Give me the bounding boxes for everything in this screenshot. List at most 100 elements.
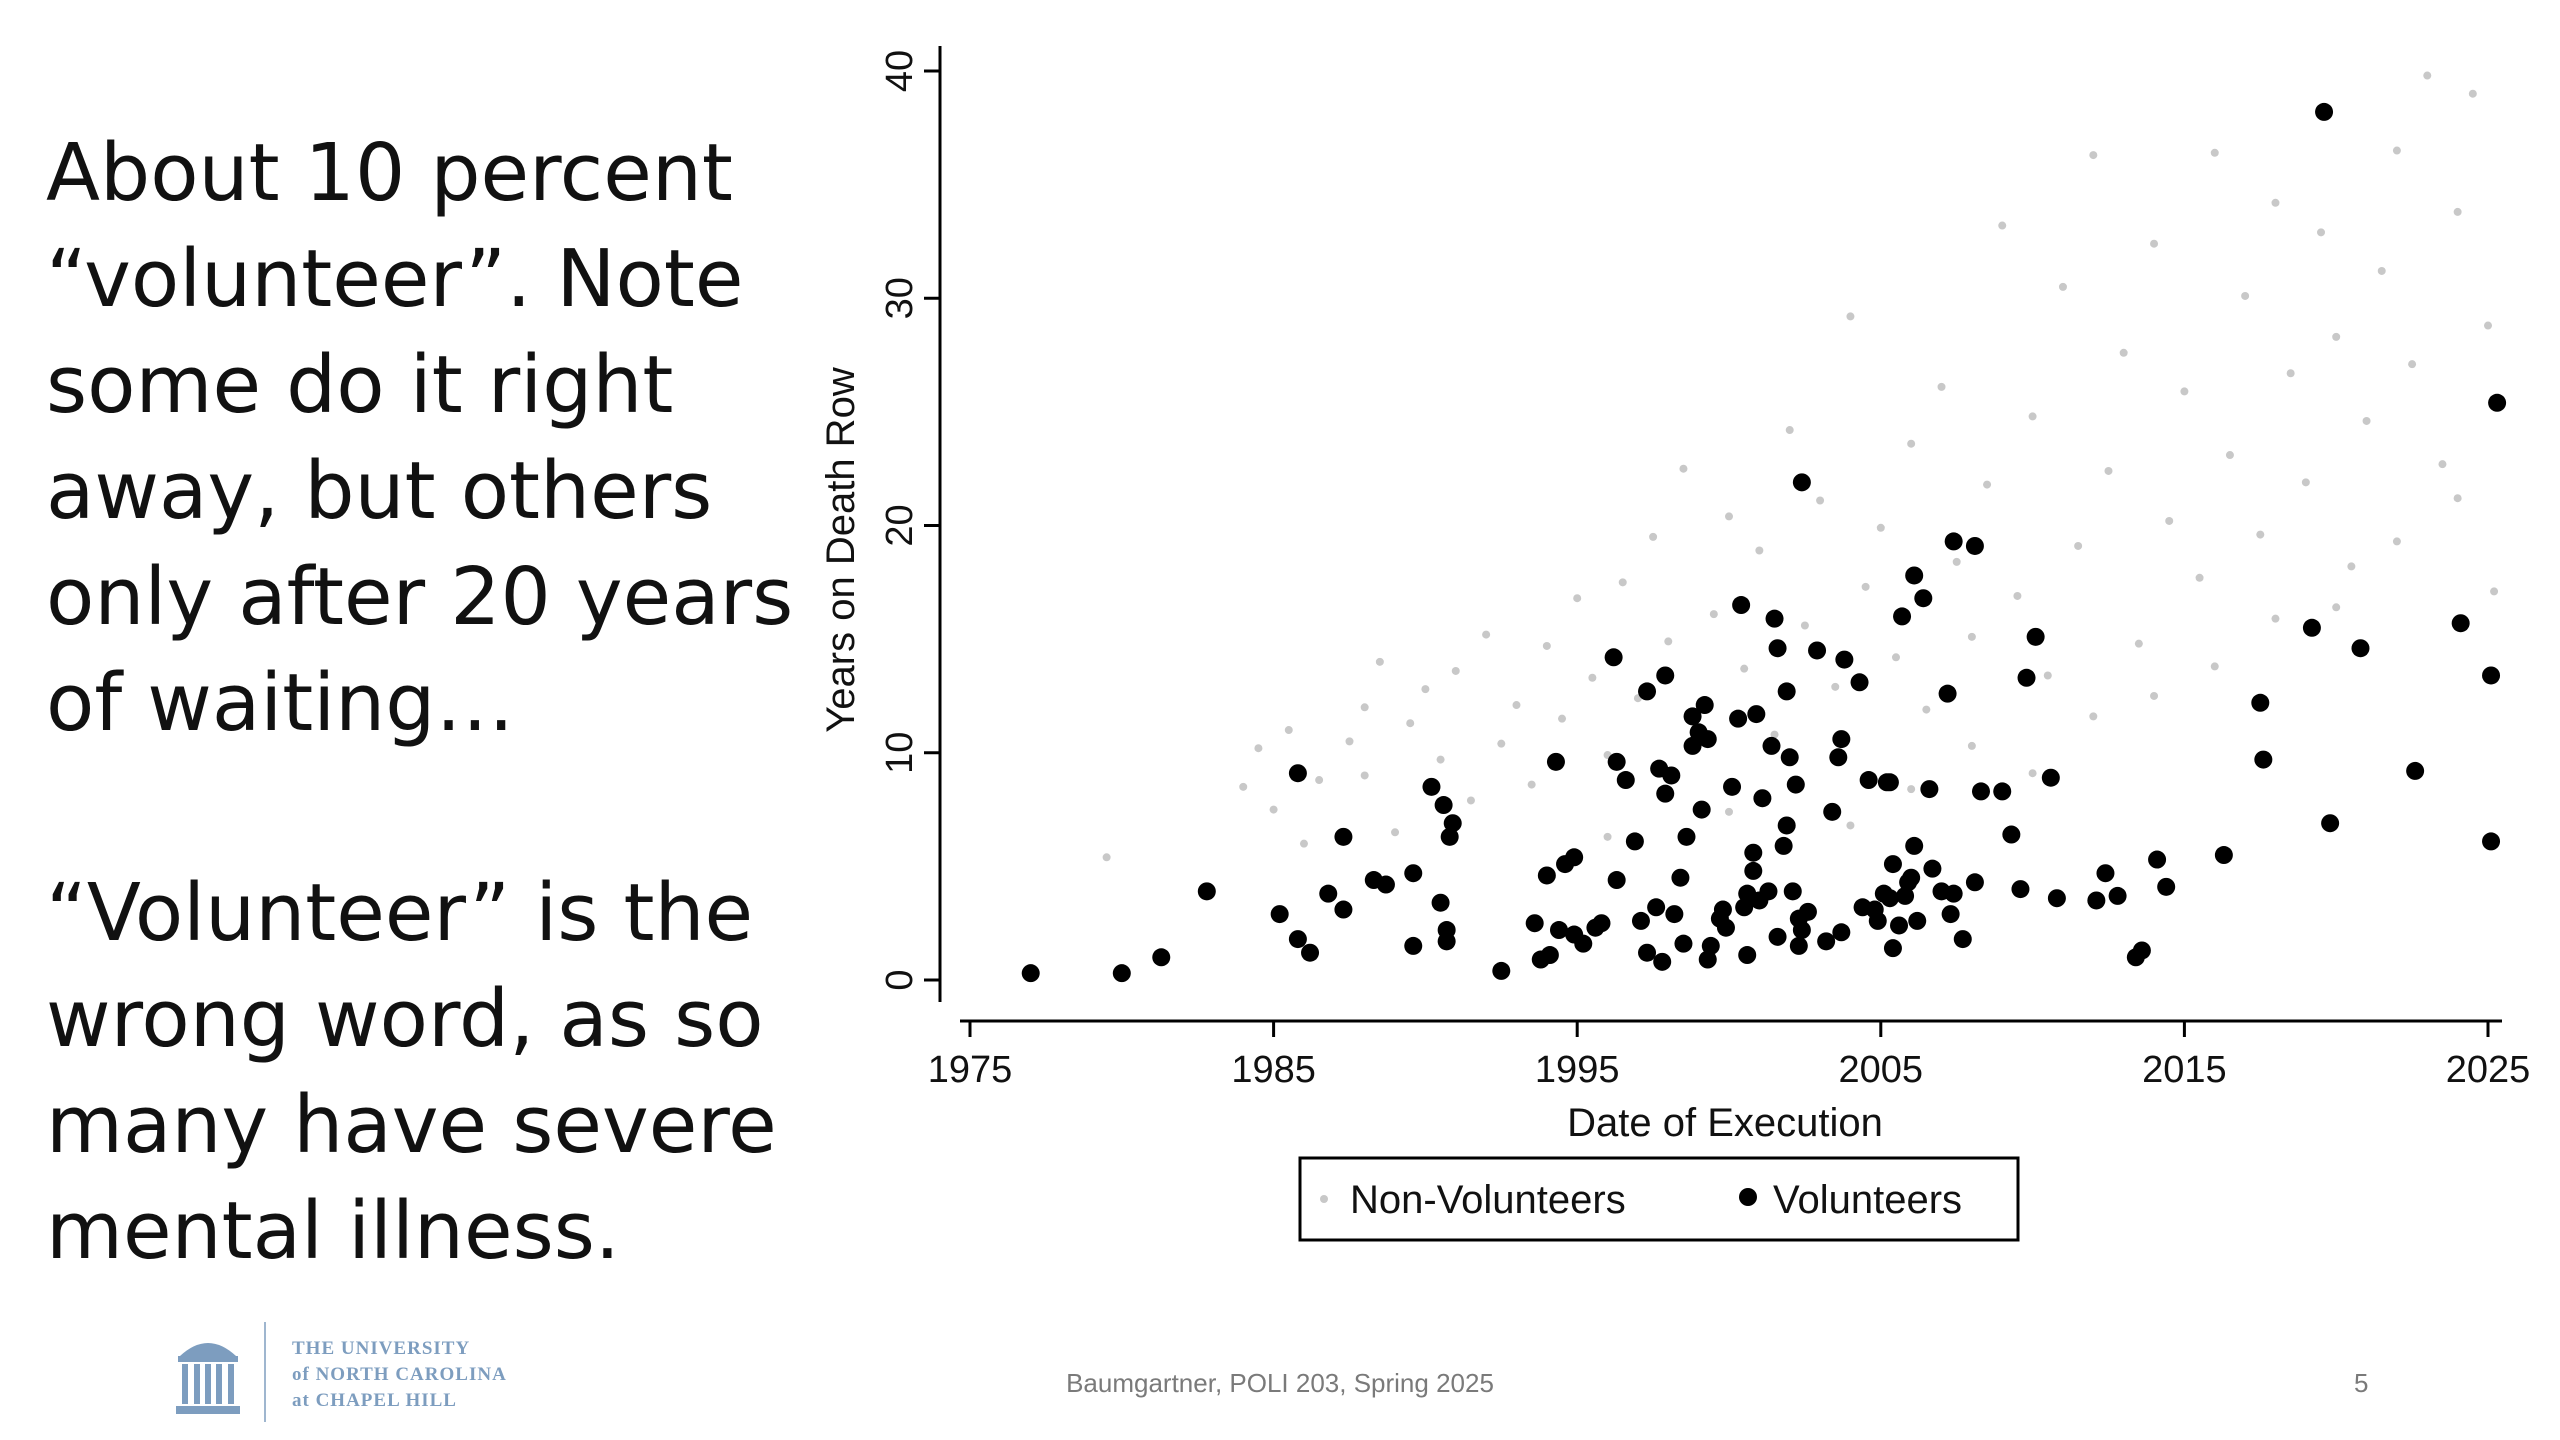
volunteer-point: [1789, 936, 1808, 955]
volunteer-point: [1923, 859, 1942, 878]
slide-paragraph-1: About 10 percent “volunteer”. Note some …: [46, 127, 794, 749]
y-tick-label: 10: [879, 732, 921, 774]
volunteer-point: [1112, 964, 1131, 983]
volunteer-point: [1792, 473, 1811, 492]
nonvolunteer-point: [1406, 719, 1415, 728]
volunteer-point: [2108, 886, 2127, 905]
nonvolunteer-point: [1907, 785, 1916, 794]
volunteer-point: [1896, 886, 1915, 905]
nonvolunteer-point: [1558, 714, 1567, 723]
volunteer-point: [1744, 861, 1763, 880]
volunteer-point: [1762, 736, 1781, 755]
volunteer-point: [1944, 532, 1963, 551]
volunteer-point: [1729, 709, 1748, 728]
chart-svg: 0 10 20 30 40 1975 1985 1995 2005 2015 2025 Years…: [819, 46, 2531, 1242]
nonvolunteer-point: [2392, 146, 2401, 155]
nonvolunteer-point: [1466, 796, 1475, 805]
volunteer-point: [1592, 914, 1611, 933]
volunteer-point: [1549, 921, 1568, 940]
x-tick-label: 2025: [2446, 1049, 2531, 1091]
volunteer-point: [1665, 905, 1684, 924]
volunteer-point: [1662, 766, 1681, 785]
volunteer-point: [1540, 946, 1559, 965]
y-tick-label: 30: [879, 277, 921, 319]
volunteer-point: [1747, 705, 1766, 724]
nonvolunteer-point: [2453, 207, 2462, 216]
nonvolunteer-point: [1360, 771, 1369, 780]
volunteer-point: [1905, 566, 1924, 585]
nonvolunteer-point: [1846, 312, 1855, 321]
legend-nonvolunteer-label: Non-Volunteers: [1350, 1178, 1626, 1222]
nonvolunteer-point: [2013, 591, 2022, 600]
volunteer-point: [1798, 902, 1817, 921]
nonvolunteer-point: [2286, 369, 2295, 378]
legend-volunteer-marker: [1739, 1188, 1757, 1206]
volunteer-point: [1638, 682, 1657, 701]
volunteer-point: [1288, 764, 1307, 783]
nonvolunteer-point: [2028, 412, 2037, 421]
nonvolunteer-point: [1952, 557, 1961, 566]
volunteer-point: [1880, 889, 1899, 908]
nonvolunteer-point: [2241, 291, 2250, 300]
volunteer-point: [1868, 911, 1887, 930]
volunteer-point: [2482, 832, 2501, 851]
volunteer-point: [1546, 752, 1565, 771]
nonvolunteer-point: [1907, 439, 1916, 448]
nonvolunteer-point: [2150, 691, 2159, 700]
volunteer-point: [1319, 884, 1338, 903]
x-tick-label: 1985: [1231, 1049, 1316, 1091]
nonvolunteer-point: [1785, 426, 1794, 435]
volunteer-point: [1993, 782, 2012, 801]
volunteer-point: [1765, 609, 1784, 628]
nonvolunteer-point: [2453, 494, 2462, 503]
volunteer-point: [1850, 673, 1869, 692]
volunteer-point: [2132, 941, 2151, 960]
volunteer-point: [1638, 943, 1657, 962]
nonvolunteer-point: [1679, 464, 1688, 473]
volunteer-point: [1735, 898, 1754, 917]
volunteer-point: [1883, 939, 1902, 958]
volunteer-point: [1753, 789, 1772, 808]
volunteer-point: [2451, 614, 2470, 633]
scatter-chart: 0 10 20 30 40 1975 1985 1995 2005 2015 2025 Years…: [780, 20, 2540, 1260]
nonvolunteer-point: [2271, 614, 2280, 623]
volunteer-point: [1376, 875, 1395, 894]
logo-text: THE UNIVERSITY of NORTH CAROLINA at CHAP…: [292, 1336, 507, 1414]
volunteer-point: [1859, 771, 1878, 790]
volunteer-point: [1434, 796, 1453, 815]
x-tick-label: 1995: [1535, 1049, 1620, 1091]
nonvolunteer-point: [1482, 630, 1491, 639]
nonvolunteer-point: [1512, 701, 1521, 710]
nonvolunteer-point: [2043, 671, 2052, 680]
volunteer-point: [1759, 882, 1778, 901]
volunteer-point: [1604, 648, 1623, 667]
unc-logo: THE UNIVERSITY of NORTH CAROLINA at CHAP…: [172, 1322, 552, 1422]
volunteer-point: [2406, 761, 2425, 780]
nonvolunteer-point: [1315, 776, 1324, 785]
nonvolunteer-point: [2332, 332, 2341, 341]
volunteer-point: [2002, 825, 2021, 844]
volunteer-point: [1647, 898, 1666, 917]
volunteer-point: [1723, 777, 1742, 796]
volunteer-point: [1152, 948, 1171, 967]
volunteer-point: [2214, 846, 2233, 865]
volunteer-point: [1893, 607, 1912, 626]
page-number: 5: [2354, 1368, 2369, 1398]
nonvolunteer-point: [2423, 71, 2432, 80]
volunteer-point: [1780, 748, 1799, 767]
nonvolunteer-point: [2028, 769, 2037, 778]
volunteer-point: [1829, 748, 1848, 767]
volunteer-point: [1920, 780, 1939, 799]
nonvolunteer-point: [1527, 780, 1536, 789]
nonvolunteer-point: [1421, 685, 1430, 694]
nonvolunteer-point: [1269, 805, 1278, 814]
nonvolunteer-point: [2150, 239, 2159, 248]
slide-text: About 10 percent “volunteer”. Note some …: [46, 120, 806, 1388]
x-tick-label: 2005: [1839, 1049, 1924, 1091]
volunteer-point: [2254, 750, 2273, 769]
volunteer-point: [2482, 666, 2501, 685]
volunteer-point: [1902, 868, 1921, 887]
volunteer-point: [1537, 866, 1556, 885]
volunteer-point: [1786, 775, 1805, 794]
volunteer-point: [1692, 800, 1711, 819]
